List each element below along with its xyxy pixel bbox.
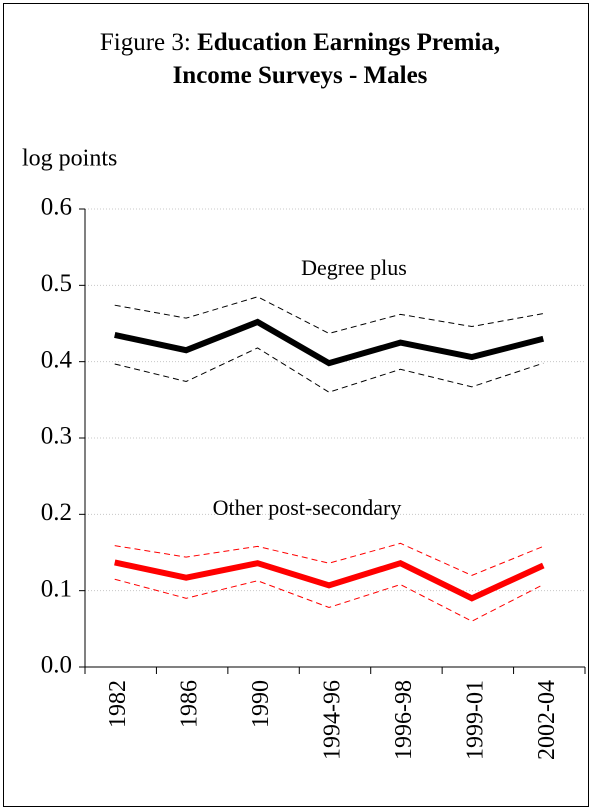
y-tick-label: 0.0 [41,652,72,679]
y-tick-label: 0.4 [41,346,73,373]
y-tick-label: 0.6 [41,194,72,221]
x-tick-label: 1996-98 [391,680,417,760]
x-tick-label: 1986 [177,680,203,728]
y-axis-label: log points [22,146,117,172]
title-text: Education Earnings Premia, Income Survey… [172,29,501,89]
y-tick-label: 0.5 [41,270,72,297]
x-tick-label: 1999-01 [462,680,488,760]
y-tick-label: 0.1 [41,575,72,602]
band-line [114,542,544,576]
chart-frame [3,3,589,807]
band-line [114,578,544,622]
title-prefix: Figure 3: [99,29,191,56]
chart-title: Figure 3: Education Earnings Premia, Inc… [90,26,510,92]
band-line [114,347,544,393]
y-tick-label: 0.3 [41,423,72,450]
x-tick-label: 2002-04 [534,680,560,760]
series-line [114,318,545,367]
x-tick-label: 1982 [105,680,131,728]
y-tick-label: 0.2 [41,499,72,526]
series-line [114,559,545,602]
series-label: Other post-secondary [213,495,402,520]
x-tick-label: 1990 [248,680,274,728]
band-line [114,296,544,334]
x-tick-label: 1994-96 [320,680,346,760]
series-label: Degree plus [301,255,407,280]
